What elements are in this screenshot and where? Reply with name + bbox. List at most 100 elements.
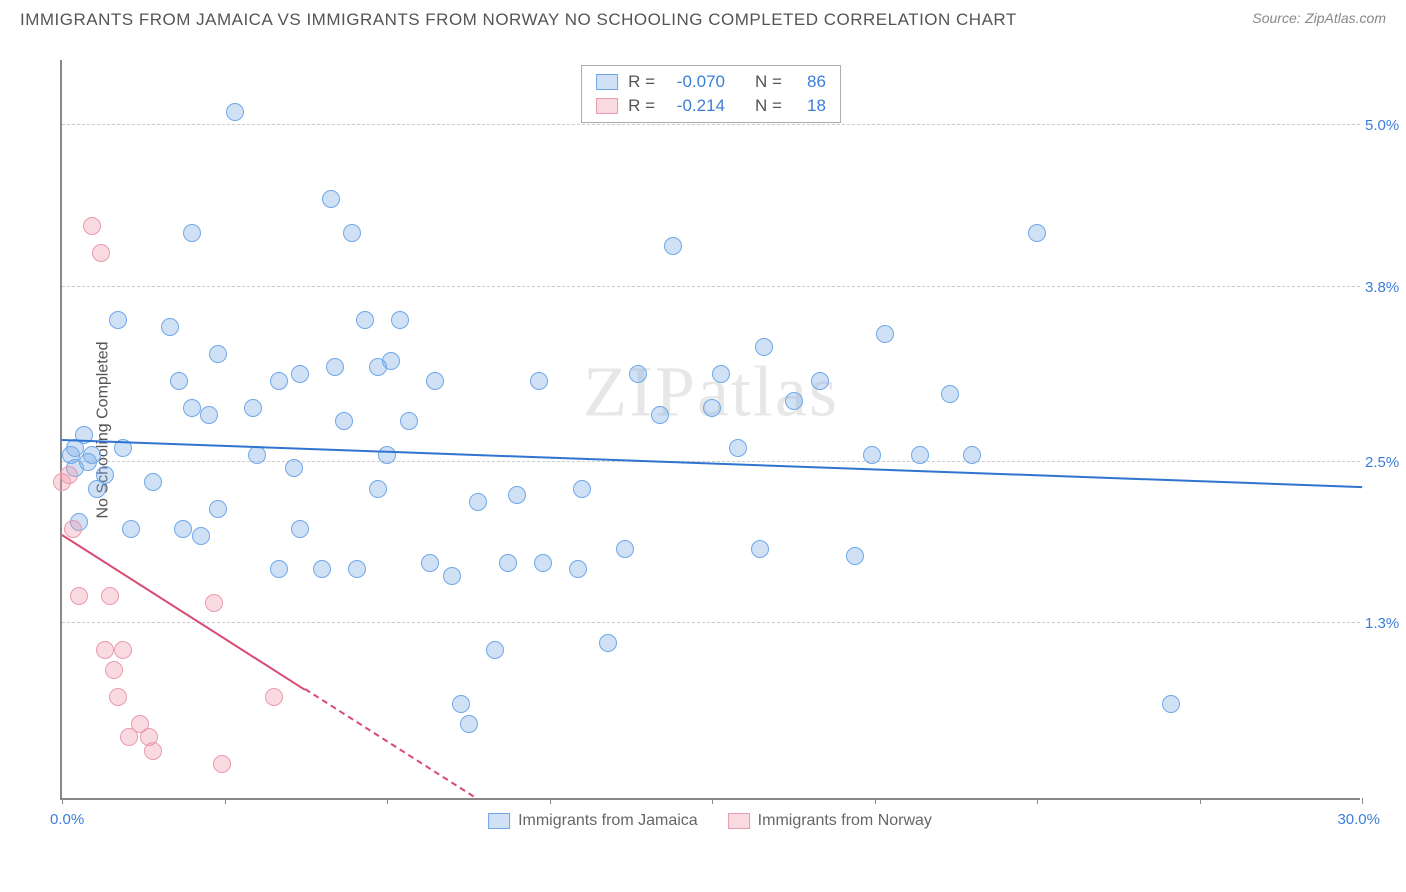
chart-title: IMMIGRANTS FROM JAMAICA VS IMMIGRANTS FR…: [20, 10, 1017, 30]
data-point: [326, 358, 344, 376]
data-point: [96, 466, 114, 484]
n-value: 18: [792, 96, 826, 116]
data-point: [313, 560, 331, 578]
data-point: [452, 695, 470, 713]
x-tick: [712, 798, 713, 804]
n-label: N =: [755, 96, 782, 116]
data-point: [244, 399, 262, 417]
x-tick: [1200, 798, 1201, 804]
data-point: [122, 520, 140, 538]
data-point: [811, 372, 829, 390]
data-point: [64, 520, 82, 538]
data-point: [573, 480, 591, 498]
data-point: [712, 365, 730, 383]
data-point: [755, 338, 773, 356]
data-point: [941, 385, 959, 403]
data-point: [911, 446, 929, 464]
data-point: [144, 742, 162, 760]
legend-label: Immigrants from Norway: [758, 812, 932, 830]
data-point: [421, 554, 439, 572]
data-point: [105, 661, 123, 679]
y-tick-label: 5.0%: [1365, 117, 1406, 134]
data-point: [205, 594, 223, 612]
legend-stats: R =-0.070N =86R =-0.214N =18: [581, 65, 841, 123]
plot-region: ZIPatlas R =-0.070N =86R =-0.214N =18 1.…: [60, 60, 1360, 800]
data-point: [499, 554, 517, 572]
data-point: [508, 486, 526, 504]
gridline: [62, 622, 1360, 623]
data-point: [161, 318, 179, 336]
data-point: [569, 560, 587, 578]
data-point: [248, 446, 266, 464]
r-label: R =: [628, 72, 655, 92]
data-point: [209, 345, 227, 363]
data-point: [460, 715, 478, 733]
data-point: [144, 473, 162, 491]
data-point: [599, 634, 617, 652]
data-point: [751, 540, 769, 558]
r-value: -0.070: [665, 72, 725, 92]
legend-swatch: [596, 74, 618, 90]
legend-stat-row: R =-0.214N =18: [596, 94, 826, 118]
data-point: [291, 520, 309, 538]
legend-swatch: [596, 98, 618, 114]
trend-line: [61, 534, 305, 690]
data-point: [356, 311, 374, 329]
data-point: [335, 412, 353, 430]
data-point: [270, 372, 288, 390]
data-point: [382, 352, 400, 370]
data-point: [70, 587, 88, 605]
data-point: [170, 372, 188, 390]
data-point: [213, 755, 231, 773]
data-point: [226, 103, 244, 121]
x-tick: [1037, 798, 1038, 804]
legend-swatch: [728, 813, 750, 829]
x-tick: [1362, 798, 1363, 804]
data-point: [83, 446, 101, 464]
data-point: [664, 237, 682, 255]
data-point: [876, 325, 894, 343]
data-point: [469, 493, 487, 511]
gridline: [62, 124, 1360, 125]
data-point: [426, 372, 444, 390]
data-point: [109, 688, 127, 706]
data-point: [863, 446, 881, 464]
data-point: [729, 439, 747, 457]
data-point: [343, 224, 361, 242]
trend-line: [304, 688, 474, 797]
data-point: [1028, 224, 1046, 242]
legend-item: Immigrants from Norway: [728, 812, 932, 830]
data-point: [391, 311, 409, 329]
source: Source: ZipAtlas.com: [1252, 10, 1386, 28]
data-point: [1162, 695, 1180, 713]
x-tick: [550, 798, 551, 804]
legend-label: Immigrants from Jamaica: [518, 812, 698, 830]
data-point: [183, 224, 201, 242]
legend-stat-row: R =-0.070N =86: [596, 70, 826, 94]
data-point: [378, 446, 396, 464]
data-point: [183, 399, 201, 417]
source-name: ZipAtlas.com: [1305, 10, 1386, 26]
data-point: [785, 392, 803, 410]
data-point: [174, 520, 192, 538]
data-point: [192, 527, 210, 545]
legend-item: Immigrants from Jamaica: [488, 812, 698, 830]
data-point: [200, 406, 218, 424]
data-point: [96, 641, 114, 659]
data-point: [651, 406, 669, 424]
data-point: [60, 466, 78, 484]
trend-line: [62, 439, 1362, 488]
x-tick: [875, 798, 876, 804]
data-point: [534, 554, 552, 572]
data-point: [846, 547, 864, 565]
data-point: [703, 399, 721, 417]
data-point: [109, 311, 127, 329]
data-point: [530, 372, 548, 390]
data-point: [629, 365, 647, 383]
x-axis-max-label: 30.0%: [1337, 811, 1380, 828]
data-point: [400, 412, 418, 430]
legend-series: Immigrants from Jamaica Immigrants from N…: [488, 812, 932, 830]
data-point: [209, 500, 227, 518]
data-point: [616, 540, 634, 558]
y-tick-label: 1.3%: [1365, 615, 1406, 632]
